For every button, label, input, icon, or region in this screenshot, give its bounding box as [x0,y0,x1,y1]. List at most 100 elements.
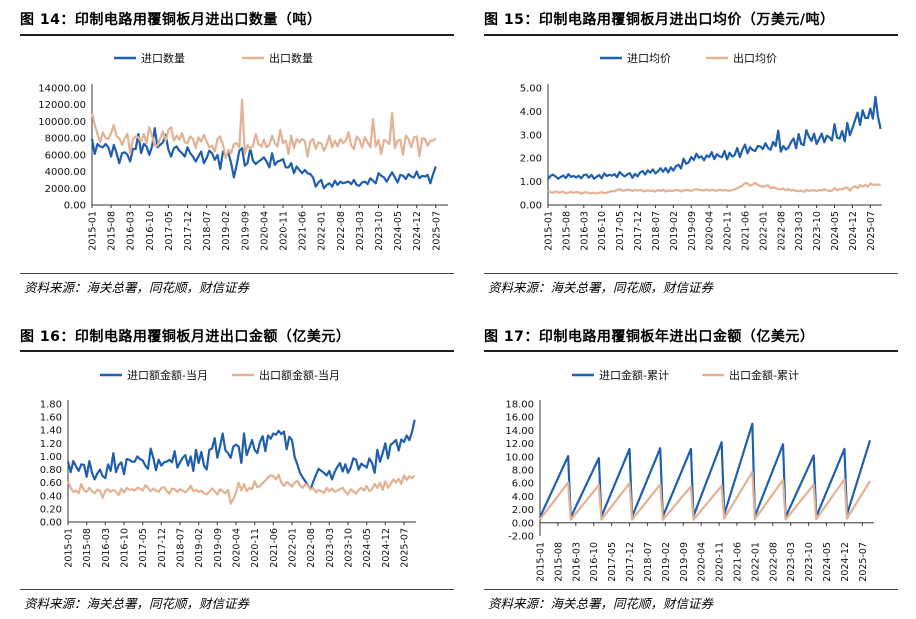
y-tick-label: 16.00 [505,413,534,424]
figure-17-chart: -2.00 0.00 2.00 4.00 6.00 8.00 10.00 12.00 14.00… [505,368,874,582]
x-tick-label: 2022-08 [776,211,787,251]
x-tick-label: 2020-11 [715,542,726,582]
x-tick-label: 2025-07 [431,211,442,251]
y-tick-label: 4.00 [512,492,534,503]
series-line-import [90,127,437,190]
x-tick-label: 2022-08 [336,211,347,251]
legend-label-export: 出口均价 [733,51,777,65]
y-tick-label: 14.00 [505,426,534,437]
x-tick-label: 2016-03 [571,542,582,582]
x-tick-label: 2017-05 [164,211,175,251]
y-tick-label: 10.00 [505,452,534,463]
y-tick-label: 18.00 [505,400,534,411]
y-tick-label: 0.00 [64,201,86,212]
series-line-import [539,422,872,519]
x-tick-label: 2020-04 [232,528,243,568]
x-tick-label: 2023-10 [812,211,823,251]
x-tick-label: 2021-06 [740,211,751,251]
x-tick-label: 2017-05 [138,528,149,568]
x-tick-label: 2016-10 [589,542,600,582]
y-tick-label: 3.00 [520,130,542,141]
figure-16-chart: 0.00 0.20 0.40 0.60 0.80 1.00 1.20 1.40 1.60 1.80… [40,368,416,568]
legend-label-import: 进口均价 [627,52,671,65]
figure-14-title: 图 14：印制电路用覆铜板月进出口数量（吨） [20,12,322,28]
x-tick-label: 2021-06 [269,528,280,568]
x-tick-label: 2015-01 [64,528,75,568]
series-line-export [66,473,416,505]
x-tick-label: 2015-08 [553,542,564,582]
y-tick-label: 8000.00 [45,134,86,145]
figure-14-source: 资料来源：海关总署，同花顺，财信证券 [24,280,250,295]
x-tick-label: 2017-05 [615,211,626,251]
x-tick-label: 2020-11 [250,528,261,568]
x-tick-label: 2023-03 [325,528,336,568]
x-tick-label: 2020-04 [259,211,270,251]
x-tick-label: 2024-12 [840,542,851,582]
x-tick-label: 2022-01 [750,542,761,582]
y-tick-label: 0.00 [520,201,542,212]
x-tick-label: 2024-05 [393,211,404,251]
x-tick-label: 2024-05 [830,211,841,251]
legend-label-import: 进口金额-累计 [599,368,669,382]
y-tick-label: 4000.00 [45,167,86,178]
x-tick-label: 2015-08 [82,528,93,568]
y-tick-label: 1.00 [520,177,542,188]
figure-16-source: 资料来源：海关总署，同花顺，财信证券 [24,596,250,611]
x-tick-label: 2017-05 [607,542,618,582]
y-tick-label: 14000.00 [38,84,86,95]
figure-17-bottom-rule [484,589,898,590]
x-tick-label: 2020-04 [697,542,708,582]
x-tick-label: 2016-10 [120,528,131,568]
y-tick-label: 1.80 [40,400,62,411]
x-tick-label: 2017-12 [157,528,168,568]
x-tick-label: 2019-02 [221,211,232,251]
y-tick-label: 1.00 [40,452,62,463]
x-tick-label: 2022-01 [758,211,769,251]
x-tick-label: 2023-03 [794,211,805,251]
x-tick-label: 2017-12 [633,211,644,251]
series-line-export [539,470,871,521]
x-tick-label: 2022-08 [306,528,317,568]
x-tick-label: 2019-09 [687,211,698,251]
figure-15-title: 图 15：印制电路用覆铜板月进出口均价（万美元/吨） [484,12,835,28]
y-tick-label: 0.40 [40,491,62,502]
figure-14-chart: 0.00 2000.00 4000.00 6000.00 8000.00 10000.00… [38,51,448,251]
x-tick-label: 2020-11 [279,211,290,251]
figure-16-bottom-rule [20,589,454,590]
series-line-export [90,98,437,160]
figure-14-bottom-rule [20,273,454,274]
x-tick-label: 2021-06 [732,542,743,582]
x-tick-label: 2024-12 [848,211,859,251]
x-tick-label: 2017-12 [183,211,194,251]
y-tick-label: 12.00 [505,439,534,450]
figure-17-title: 图 17：印制电路用覆铜板年进出口金额（亿美元） [484,329,815,345]
legend-label-export: 出口额金额-当月 [259,368,340,382]
x-tick-label: 2016-10 [597,211,608,251]
x-tick-label: 2015-08 [107,211,118,251]
x-tick-label: 2024-05 [822,542,833,582]
figure-15-chart: 0.00 1.00 2.00 3.00 4.00 5.00 2015-01 2015-08 20… [520,51,882,251]
legend-label-export: 出口金额-累计 [729,368,799,382]
figure-15-bottom-rule [484,273,898,274]
x-tick-label: 2016-03 [126,211,137,251]
x-tick-label: 2015-01 [88,211,99,251]
x-tick-label: 2019-02 [194,528,205,568]
y-tick-label: 0.80 [40,465,62,476]
figure-17-top-rule [484,350,898,352]
x-tick-label: 2025-07 [858,542,869,582]
x-tick-label: 2015-08 [561,211,572,251]
y-tick-label: 0.00 [512,518,534,529]
y-tick-label: 0.60 [40,478,62,489]
x-tick-label: 2018-07 [643,542,654,582]
figure-15-source: 资料来源：海关总署，同花顺，财信证券 [488,280,714,295]
y-tick-label: 1.40 [40,426,62,437]
legend-label-import: 进口额金额-当月 [127,368,208,382]
x-tick-label: 2017-12 [625,542,636,582]
x-tick-label: 2023-10 [804,542,815,582]
figure-16-title: 图 16：印制电路用覆铜板月进出口金额（亿美元） [20,329,351,345]
x-tick-label: 2024-05 [362,528,373,568]
y-tick-label: 4.00 [520,107,542,118]
x-tick-label: 2019-09 [213,528,224,568]
x-tick-label: 2015-01 [536,542,547,582]
x-tick-label: 2022-01 [317,211,328,251]
